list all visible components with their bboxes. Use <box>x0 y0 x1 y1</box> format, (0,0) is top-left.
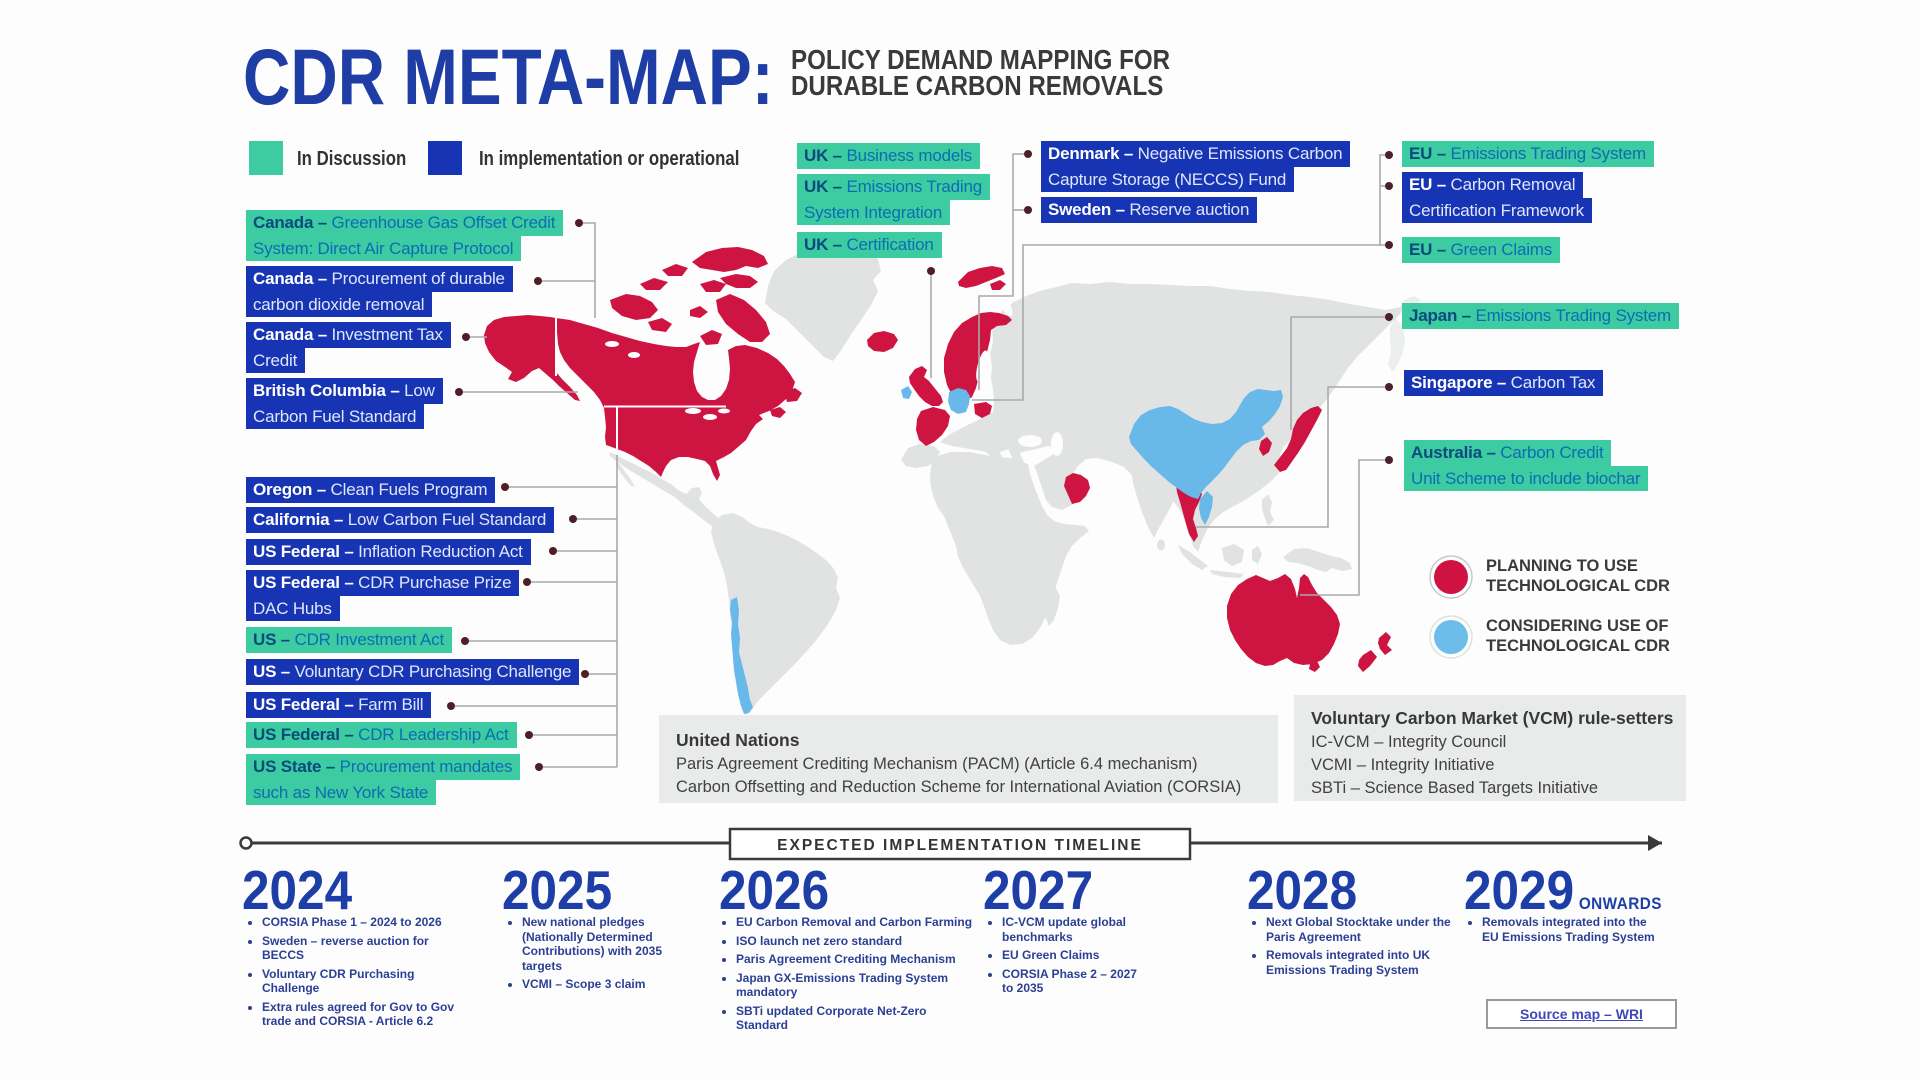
svg-text:EXPECTED IMPLEMENTATION TIMELI: EXPECTED IMPLEMENTATION TIMELINE <box>777 837 1143 854</box>
